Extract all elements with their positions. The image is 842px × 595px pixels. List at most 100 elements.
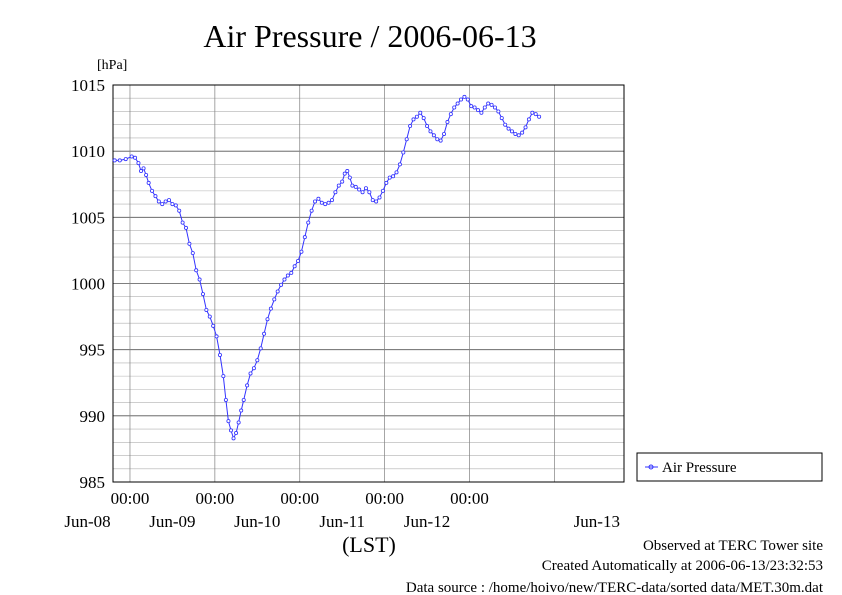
- data-point: [459, 97, 464, 102]
- data-point: [448, 112, 453, 117]
- data-point: [285, 273, 290, 278]
- data-point: [486, 101, 491, 106]
- data-point: [156, 199, 161, 204]
- data-point: [537, 114, 542, 119]
- data-point: [482, 105, 487, 110]
- data-point: [223, 397, 228, 402]
- data-point: [180, 220, 185, 225]
- x-tick-day-label: Jun-09: [149, 512, 195, 531]
- data-point: [523, 125, 528, 130]
- data-point: [336, 183, 341, 188]
- data-point: [112, 158, 117, 163]
- y-axis-unit: [hPa]: [97, 58, 127, 73]
- legend-marker-icon: [648, 464, 654, 470]
- data-point: [520, 130, 525, 135]
- y-tick-label: 1010: [71, 142, 105, 161]
- data-point: [445, 120, 450, 125]
- data-point: [350, 183, 355, 188]
- data-point: [248, 371, 253, 376]
- grid-lines: [113, 85, 624, 482]
- data-point: [255, 358, 260, 363]
- x-tick-day-label: Jun-08: [64, 512, 110, 531]
- data-point: [442, 131, 447, 136]
- data-point: [380, 188, 385, 193]
- x-axis-label: (LST): [342, 532, 396, 557]
- data-point: [236, 420, 241, 425]
- data-point: [309, 208, 314, 213]
- data-point: [455, 101, 460, 106]
- data-point: [221, 374, 226, 379]
- data-point: [418, 110, 423, 115]
- data-point: [239, 408, 244, 413]
- data-point: [190, 251, 195, 256]
- data-point: [141, 166, 146, 171]
- chart-title: Air Pressure / 2006-06-13: [203, 18, 536, 54]
- data-point: [408, 124, 413, 129]
- y-tick-labels: 985 990 995 1000 1005 1010 1015: [71, 76, 105, 492]
- data-point: [438, 138, 443, 143]
- data-point: [144, 172, 149, 177]
- data-point: [404, 137, 409, 142]
- data-point: [509, 129, 514, 134]
- x-tick-day-label: Jun-10: [234, 512, 280, 531]
- data-point: [265, 317, 270, 322]
- footer-source: Data source : /home/hoivo/new/TERC-data/…: [406, 580, 824, 595]
- data-point: [136, 161, 141, 166]
- data-point: [353, 184, 358, 189]
- data-point: [279, 282, 284, 287]
- data-point: [374, 199, 379, 204]
- data-point: [272, 297, 277, 302]
- data-point: [211, 323, 216, 328]
- data-point: [462, 94, 467, 99]
- data-point: [204, 307, 209, 312]
- data-point: [160, 202, 165, 207]
- data-point: [360, 190, 365, 195]
- x-tick-day-label: Jun-11: [319, 512, 365, 531]
- data-point: [411, 117, 416, 122]
- data-point: [187, 241, 192, 246]
- data-point: [384, 180, 389, 185]
- data-point: [302, 235, 307, 240]
- legend-box: [636, 452, 823, 482]
- data-point: [333, 190, 338, 195]
- data-point: [194, 268, 199, 273]
- data-point: [526, 117, 531, 122]
- data-point: [133, 155, 138, 160]
- y-tick-label: 1015: [71, 76, 105, 95]
- data-point: [306, 220, 311, 225]
- data-point: [347, 175, 352, 180]
- y-tick-label: 1005: [71, 208, 105, 227]
- data-point: [345, 169, 350, 174]
- data-point: [387, 175, 392, 180]
- data-point: [117, 158, 122, 163]
- data-point: [319, 200, 324, 205]
- data-point: [214, 334, 219, 339]
- y-tick-label: 1000: [71, 275, 105, 294]
- data-point: [146, 180, 151, 185]
- data-point: [479, 110, 484, 115]
- data-point: [275, 289, 280, 294]
- x-tick-day-label: Jun-13: [574, 512, 620, 531]
- data-point: [414, 114, 419, 119]
- data-point: [370, 198, 375, 203]
- data-point: [421, 116, 426, 121]
- data-point: [258, 346, 263, 351]
- footer-observed: Observed at TERC Tower site: [643, 538, 823, 554]
- data-point: [207, 314, 212, 319]
- plot-frame: [112, 84, 625, 483]
- data-point: [282, 277, 287, 282]
- data-point: [234, 431, 239, 436]
- data-point: [367, 190, 372, 195]
- data-point: [170, 202, 175, 207]
- data-point: [496, 109, 501, 114]
- data-point: [245, 383, 250, 388]
- data-point: [425, 124, 430, 129]
- data-point: [139, 169, 144, 174]
- data-point: [289, 270, 294, 275]
- legend: Air Pressure: [636, 452, 823, 482]
- data-point: [435, 137, 440, 142]
- y-tick-label: 985: [80, 473, 106, 492]
- data-point: [200, 292, 205, 297]
- data-point: [323, 202, 328, 207]
